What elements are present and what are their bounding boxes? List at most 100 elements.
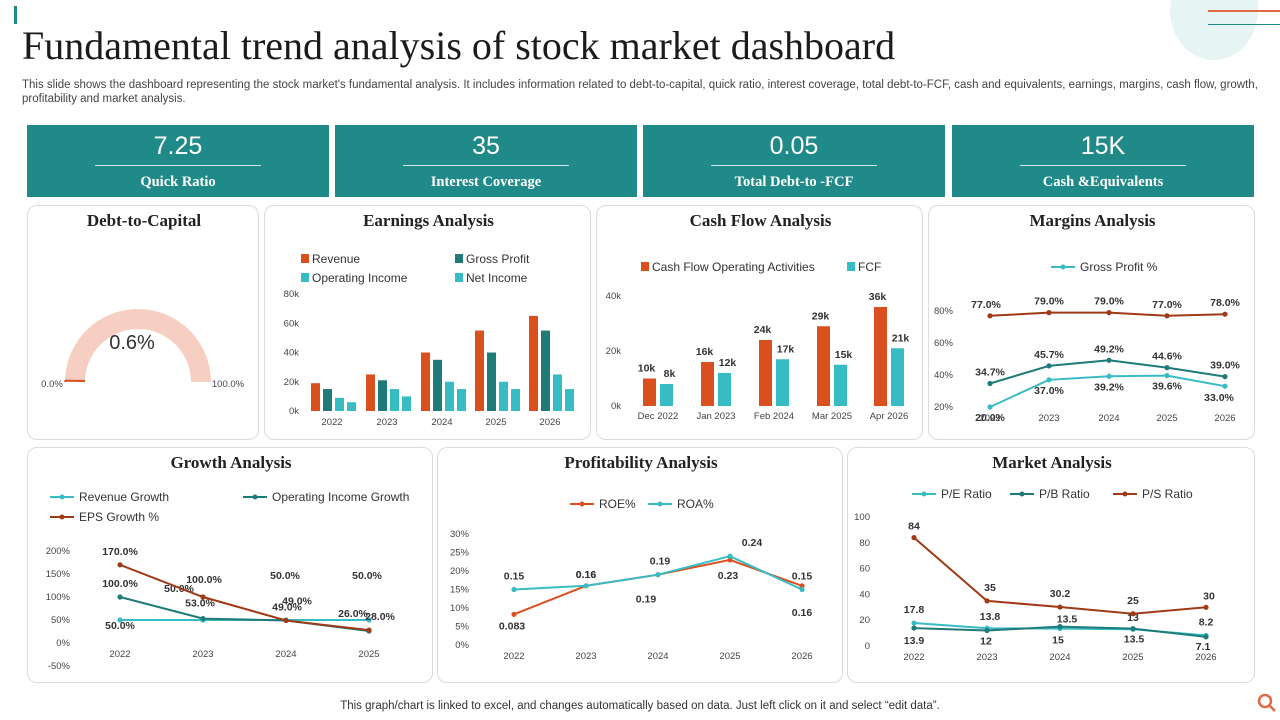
bar xyxy=(565,389,574,411)
data-label: 17k xyxy=(777,343,795,355)
data-point xyxy=(283,617,289,624)
decorative-circle xyxy=(1170,0,1258,60)
bar xyxy=(335,397,344,411)
bar xyxy=(511,389,520,411)
data-point xyxy=(1222,374,1228,380)
x-tick-label: 2023 xyxy=(1038,413,1059,424)
y-tick-label: 200% xyxy=(46,546,71,557)
legend-label: P/E Ratio xyxy=(941,487,992,501)
data-point xyxy=(117,594,123,600)
y-tick-label: 80k xyxy=(284,289,300,300)
data-label: 33.0% xyxy=(1204,392,1234,404)
chart-title: Growth Analysis xyxy=(170,453,291,472)
data-point xyxy=(1203,604,1209,610)
gauge-value: 0.6% xyxy=(109,332,155,354)
x-tick-label: Feb 2024 xyxy=(754,411,794,422)
legend-label: Revenue xyxy=(312,252,360,266)
y-tick-label: 5% xyxy=(455,622,469,633)
data-label: 13.5 xyxy=(1057,614,1078,626)
kpi-divider xyxy=(403,165,569,166)
chart-title: Debt-to-Capital xyxy=(87,211,202,230)
data-point xyxy=(1106,310,1112,316)
data-label: 77.0% xyxy=(971,299,1001,311)
data-label: 49.0% xyxy=(282,595,312,607)
bar xyxy=(311,383,320,411)
x-tick-label: 2025 xyxy=(1156,413,1177,424)
data-label: 79.0% xyxy=(1034,296,1064,308)
kpi-card-quick-ratio: 7.25 Quick Ratio xyxy=(27,125,329,197)
kpi-value: 0.05 xyxy=(769,132,819,160)
search-icon[interactable] xyxy=(1256,692,1278,714)
kpi-label: Interest Coverage xyxy=(430,174,542,190)
legend-swatch xyxy=(301,273,309,282)
data-label: 26.0% xyxy=(338,608,368,620)
legend-label: ROE% xyxy=(599,497,636,511)
x-tick-label: 2024 xyxy=(275,649,296,660)
cash-flow-analysis-panel: Cash Flow Analysis Cash Flow Operating Ac… xyxy=(596,205,923,440)
data-label: 39.2% xyxy=(1094,381,1124,393)
bar xyxy=(347,402,356,411)
data-point xyxy=(1046,363,1052,369)
legend-marker xyxy=(59,494,65,500)
chart-title: Cash Flow Analysis xyxy=(690,211,832,230)
data-label: 13.9 xyxy=(904,635,925,647)
y-tick-label: 25% xyxy=(450,548,470,559)
margins-analysis-panel: Margins Analysis Gross Profit % 20% 40% 60% 8… xyxy=(928,205,1255,440)
title-accent-bar xyxy=(14,6,17,24)
y-tick-label: 20k xyxy=(284,377,300,388)
x-tick-label: Apr 2026 xyxy=(870,411,909,422)
data-label: 39.0% xyxy=(1210,360,1240,372)
legend-label: Cash Flow Operating Activities xyxy=(652,260,815,274)
bar xyxy=(718,373,731,406)
data-point xyxy=(727,557,733,563)
chart-svg: Market Analysis P/E Ratio P/B Ratio P/S Rat… xyxy=(854,453,1216,663)
bar xyxy=(660,384,673,406)
data-label: 0.16 xyxy=(576,569,597,581)
x-tick-label: 2023 xyxy=(976,652,997,663)
data-label: 30.2 xyxy=(1050,588,1071,600)
series-line xyxy=(913,536,1207,615)
y-tick-label: -50% xyxy=(48,661,71,672)
legend-label: Gross Profit xyxy=(466,252,530,266)
data-point xyxy=(1106,357,1112,363)
data-label: 21k xyxy=(892,332,910,344)
y-tick-label: 20k xyxy=(606,346,622,357)
x-tick-label: 2025 xyxy=(1122,652,1143,663)
data-point xyxy=(366,627,372,633)
data-label: 13 xyxy=(1127,612,1139,624)
data-label: 13.5 xyxy=(1124,634,1145,646)
data-label: 36k xyxy=(869,291,887,303)
y-tick-label: 0 xyxy=(865,641,870,652)
data-label: 170.0% xyxy=(102,546,138,558)
kpi-label: Cash &Equivalents xyxy=(1042,174,1164,190)
data-point xyxy=(987,380,993,387)
legend-label: FCF xyxy=(858,260,881,274)
data-label: 49.0% xyxy=(272,601,302,613)
data-label: 0.15 xyxy=(792,571,813,583)
data-label: 0.15 xyxy=(504,571,525,583)
data-label: 84 xyxy=(908,521,920,533)
x-tick-label: 2024 xyxy=(1049,652,1070,663)
y-tick-label: 0k xyxy=(611,401,621,412)
y-tick-label: 40 xyxy=(859,589,870,600)
chart-svg: Cash Flow Analysis Cash Flow Operating Ac… xyxy=(606,211,910,422)
data-point xyxy=(727,553,733,559)
data-point xyxy=(984,598,990,604)
y-tick-label: 30% xyxy=(450,529,470,540)
data-label: 50.0% xyxy=(105,620,135,632)
gauge-track xyxy=(65,309,211,382)
legend-marker xyxy=(59,514,65,520)
x-tick-label: 2026 xyxy=(539,417,560,428)
page-title: Fundamental trend analysis of stock mark… xyxy=(22,23,896,68)
chart-svg: Earnings Analysis Revenue Gross Profit Oper… xyxy=(284,211,574,428)
bar xyxy=(421,352,430,411)
data-label: 0.19 xyxy=(650,556,671,568)
data-label: 77.0% xyxy=(1152,299,1182,311)
bar xyxy=(487,352,496,411)
data-label: 28.0% xyxy=(365,611,395,623)
bar xyxy=(776,359,789,406)
bar xyxy=(529,315,538,411)
x-tick-label: 2022 xyxy=(321,417,342,428)
y-tick-label: 40k xyxy=(284,348,300,359)
chart-title: Market Analysis xyxy=(992,453,1112,472)
